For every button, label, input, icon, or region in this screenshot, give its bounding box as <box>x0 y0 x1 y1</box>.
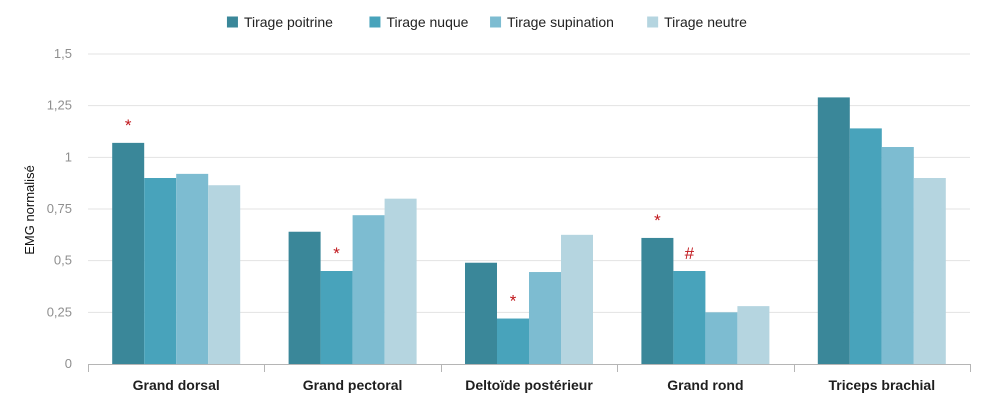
bar-2-3 <box>352 215 385 364</box>
legend-swatch <box>226 16 238 28</box>
legend-item: Tirage supination <box>490 14 614 30</box>
legend-swatch <box>647 16 659 28</box>
bar-5-1 <box>817 97 850 365</box>
bar-1-2 <box>144 178 177 364</box>
legend-label: Tirage nuque <box>386 14 468 30</box>
x-tick-label: Deltoïde postérieur <box>465 377 593 393</box>
bar-3-4 <box>561 234 593 364</box>
annotations: * * * * # <box>125 116 695 311</box>
bar-2-2 <box>320 271 353 364</box>
significance-marker: * <box>125 116 132 135</box>
significance-marker: # <box>685 244 695 263</box>
legend-swatch <box>369 16 381 28</box>
bar-1-4 <box>208 185 241 364</box>
significance-marker: * <box>654 211 661 230</box>
legend-item: Tirage nuque <box>369 14 469 30</box>
bar-3-2 <box>497 318 529 364</box>
y-tick-label: 0,5 <box>54 253 72 268</box>
bar-5-3 <box>881 147 914 364</box>
legend: Tirage poitrine Tirage nuque Tirage supina… <box>226 14 747 30</box>
legend-label: Tirage neutre <box>664 14 747 30</box>
bar-1-1 <box>112 142 145 364</box>
bar-2-1 <box>288 231 321 364</box>
y-tick-label: 0,25 <box>47 304 72 319</box>
significance-marker: * <box>333 244 340 263</box>
bar-4-4 <box>737 306 770 364</box>
legend-item: Tirage neutre <box>647 14 747 30</box>
y-tick-label: 0 <box>65 356 72 371</box>
x-tick-label: Grand pectoral <box>303 377 403 393</box>
bar-2-4 <box>384 198 417 364</box>
bars <box>112 97 946 365</box>
bar-5-2 <box>849 128 882 364</box>
bar-4-3 <box>705 312 738 364</box>
y-tick-label: 1,25 <box>47 98 72 113</box>
y-tick-label: 1 <box>65 149 72 164</box>
x-axis-labels: Grand dorsal Grand pectoral Deltoïde posté… <box>133 377 935 393</box>
significance-marker: * <box>510 292 517 311</box>
bar-3-1 <box>465 262 497 364</box>
legend-label: Tirage poitrine <box>244 14 333 30</box>
x-tick-label: Triceps brachial <box>828 377 935 393</box>
bar-4-2 <box>673 271 706 364</box>
legend-label: Tirage supination <box>507 14 614 30</box>
y-axis-title: EMG normalisé <box>22 165 37 255</box>
bar-1-3 <box>176 173 209 364</box>
x-axis <box>88 364 971 372</box>
y-tick-label: 1,5 <box>54 46 72 61</box>
legend-item: Tirage poitrine <box>226 14 333 30</box>
x-tick-label: Grand dorsal <box>133 377 220 393</box>
x-tick-label: Grand rond <box>667 377 743 393</box>
y-axis-ticks: 0 0,25 0,5 0,75 1 1,25 1,5 <box>47 46 72 371</box>
y-tick-label: 0,75 <box>47 201 72 216</box>
bar-3-3 <box>529 272 561 364</box>
bar-5-4 <box>913 178 946 364</box>
bar-4-1 <box>641 237 674 364</box>
legend-swatch <box>490 16 502 28</box>
